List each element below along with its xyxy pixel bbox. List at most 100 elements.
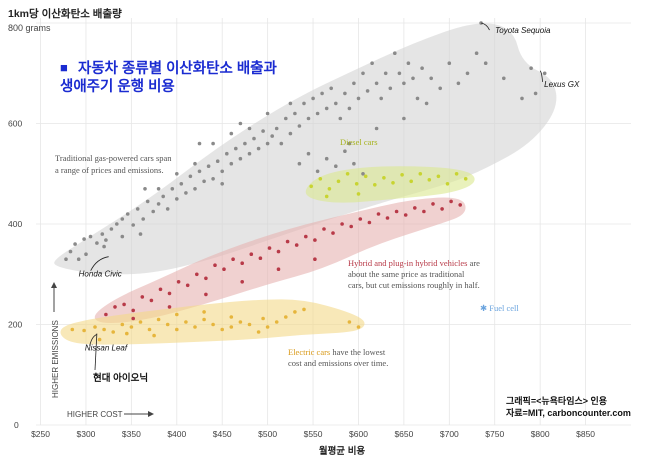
- data-point: [167, 291, 172, 296]
- hybrid-annotation-line-1: Hybrid and plug-in hybrid vehicles are: [348, 258, 480, 268]
- data-point: [449, 199, 453, 204]
- data-point: [175, 197, 179, 201]
- data-point: [356, 96, 361, 101]
- data-point: [347, 106, 352, 111]
- x-tick-label: $550: [304, 429, 323, 439]
- x-tick-label: $650: [394, 429, 413, 439]
- data-point: [394, 209, 399, 214]
- data-point: [440, 207, 444, 211]
- higher-cost-label: HIGHER COST: [67, 410, 123, 419]
- data-point: [102, 244, 106, 249]
- data-point: [229, 131, 234, 136]
- y-tick-label-zero: 0: [14, 420, 19, 430]
- data-point: [184, 320, 188, 324]
- data-point: [276, 267, 281, 272]
- data-point: [120, 217, 125, 221]
- data-point: [261, 316, 265, 321]
- data-point: [284, 315, 288, 319]
- data-point: [145, 199, 150, 204]
- x-tick-label: $800: [531, 429, 550, 439]
- x-tick-label: $850: [576, 429, 595, 439]
- x-tick-label: $450: [213, 429, 232, 439]
- data-point: [138, 320, 143, 324]
- data-point: [161, 194, 165, 199]
- data-point: [88, 234, 93, 239]
- data-point: [111, 330, 115, 334]
- data-point: [206, 164, 211, 168]
- data-point: [73, 242, 77, 246]
- data-point: [95, 241, 99, 245]
- label-leader-line: [481, 22, 490, 31]
- data-point: [465, 71, 470, 76]
- data-point: [382, 176, 386, 180]
- data-point: [447, 61, 452, 65]
- title-marker: ■: [60, 60, 68, 75]
- data-point: [374, 81, 379, 86]
- electric-annotation-line-1: Electric cars have the lowest: [288, 347, 386, 357]
- data-point: [220, 327, 224, 332]
- higher-emissions-label: HIGHER EMISSIONS: [51, 320, 60, 398]
- data-point: [211, 322, 215, 327]
- data-point: [243, 141, 247, 146]
- gas-cars-annotation: Traditional gas-powered cars span a rang…: [55, 153, 174, 175]
- data-point: [93, 325, 97, 329]
- data-point: [415, 96, 420, 101]
- data-point: [131, 308, 135, 313]
- data-point: [175, 312, 179, 317]
- graphic-credit: 그래픽=<뉴욕타임스> 인용: [506, 395, 607, 406]
- gas-annotation-line-1: Traditional gas-powered cars span: [55, 153, 172, 163]
- data-point: [324, 156, 329, 161]
- data-point: [193, 187, 197, 191]
- data-point: [411, 76, 415, 81]
- data-point: [175, 327, 179, 332]
- data-point: [367, 220, 372, 225]
- data-point: [176, 280, 181, 284]
- data-point: [131, 316, 135, 321]
- data-point: [165, 322, 170, 327]
- y-tick-label: 600: [8, 119, 22, 129]
- data-point: [240, 280, 244, 284]
- data-point: [315, 111, 320, 116]
- data-point: [420, 66, 424, 70]
- car-label-toyota-sequoia: Toyota Sequoia: [495, 26, 551, 35]
- x-tick-label: $700: [440, 429, 459, 439]
- data-point: [304, 234, 308, 239]
- data-point: [222, 267, 226, 272]
- data-point: [324, 106, 329, 111]
- hybrid-annotation-rest: are: [467, 258, 480, 268]
- data-point: [327, 187, 332, 191]
- axes: $250 $300 $350 $400 $450 $500 $550 $600 $650 $700…: [8, 119, 595, 439]
- data-point: [402, 116, 406, 121]
- series-electric-cars: [70, 307, 361, 342]
- data-point: [68, 249, 73, 254]
- data-point: [320, 91, 324, 96]
- chart-title: 자동차 종류별 이산화탄소 배출과 생애주기 운행 비용: [60, 59, 281, 95]
- series-traditional-gas-powered-cars: [64, 21, 547, 262]
- label-leader-line: [539, 70, 543, 82]
- region-hybrid-and-plug-in-hybrid-vehicles: [94, 197, 466, 323]
- data-point: [238, 156, 243, 161]
- data-point: [104, 238, 108, 242]
- data-point: [385, 216, 390, 220]
- data-point: [388, 86, 393, 91]
- data-point: [238, 121, 243, 126]
- data-point: [122, 302, 126, 307]
- data-point: [349, 224, 354, 229]
- data-point: [403, 213, 408, 217]
- data-point: [120, 322, 125, 327]
- data-point: [70, 327, 75, 332]
- data-points: [64, 21, 547, 342]
- data-point: [463, 177, 468, 181]
- data-point: [379, 96, 384, 101]
- data-point: [302, 101, 306, 106]
- data-point: [109, 227, 114, 231]
- region-traditional-gas-powered-cars: [54, 23, 557, 275]
- data-point: [143, 187, 147, 191]
- data-point: [231, 257, 235, 262]
- data-point: [265, 141, 270, 146]
- data-point: [276, 249, 281, 254]
- data-point: [229, 315, 234, 319]
- data-point: [338, 116, 343, 121]
- data-point: [361, 172, 365, 176]
- y-axis-unit-label: 800 grams: [8, 23, 51, 33]
